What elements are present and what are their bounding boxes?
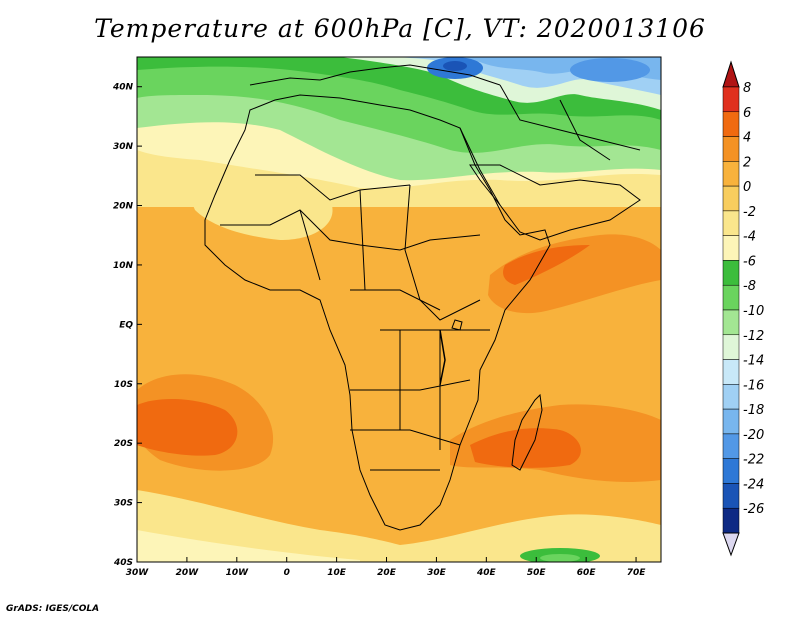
colorbar-level-label: 6 [743, 106, 751, 121]
lon-tick-label: 30W [126, 568, 150, 578]
lon-tick-label: 30E [427, 568, 447, 578]
colorbar-swatch [722, 111, 740, 137]
lon-tick-label: 10W [226, 568, 250, 578]
colorbar-swatch [722, 483, 740, 509]
colorbar-level-label: -20 [743, 428, 764, 443]
colorbar-level-label: -24 [743, 477, 764, 492]
map-title: Temperature at 600hPa [C], VT: 202001310… [94, 14, 706, 43]
colorbar-top-triangle [722, 60, 740, 88]
colorbar-level-label: 0 [743, 180, 751, 195]
lat-tick-label: 30S [114, 499, 133, 509]
colorbar-swatch [722, 458, 740, 484]
colorbar-swatch [722, 433, 740, 459]
colorbar-swatch [722, 210, 740, 236]
colorbar-swatch [722, 284, 740, 311]
colorbar-swatch [722, 185, 740, 212]
colorbar-level-label: 8 [743, 81, 751, 96]
colorbar-level-label: -26 [743, 502, 764, 517]
lon-tick-label: 20W [176, 568, 200, 578]
lat-tick-label: 10N [113, 261, 134, 271]
colorbar-level-label: -10 [743, 304, 764, 319]
lon-tick-label: 20E [377, 568, 397, 578]
lon-tick-label: 40E [476, 568, 497, 578]
colorbar-level-label: -16 [743, 378, 764, 393]
colorbar-bottom-triangle [722, 532, 740, 557]
coastlines [204, 64, 641, 531]
colorbar-swatch [722, 161, 740, 187]
colorbar-swatch [722, 309, 740, 336]
colorbar-level-label: -14 [743, 354, 764, 369]
colorbar-level-label: -12 [743, 329, 764, 344]
temperature-field [137, 57, 661, 562]
lon-tick-label: 60E [577, 568, 597, 578]
colorbar-level-label: -18 [743, 403, 764, 418]
lat-tick-label: 40N [112, 83, 134, 93]
colorbar-swatch [722, 235, 740, 261]
colorbar-level-label: -6 [743, 254, 756, 269]
lat-tick-label: 40S [113, 558, 133, 568]
colorbar: 8 6 4 2 0 -2 -4 -6 -8 -10 -12 -14 -16 -18 -20 -22 -24 -26 [722, 60, 764, 557]
map-frame [136, 56, 662, 563]
longitude-tick-labels: 30W 20W 10W 0 10E 20E 30E 40E 50E 60E 70E [126, 557, 646, 578]
lat-tick-label: 30N [113, 142, 134, 152]
colorbar-level-label: 2 [743, 155, 751, 170]
colorbar-level-label: 4 [743, 131, 751, 146]
colorbar-swatch [722, 359, 740, 385]
colorbar-level-label: -4 [743, 230, 756, 245]
colorbar-level-label: -22 [743, 453, 764, 468]
lon-tick-label: 10E [327, 568, 347, 578]
lat-tick-label: 20N [113, 202, 134, 212]
colorbar-swatch [722, 507, 740, 534]
colorbar-level-label: -2 [743, 205, 756, 220]
lat-tick-label: 20S [114, 439, 133, 449]
grads-credit: GrADS: IGES/COLA [6, 604, 100, 614]
lon-tick-label: 50E [527, 568, 547, 578]
colorbar-swatch [722, 384, 740, 410]
colorbar-swatch [722, 136, 740, 162]
lat-tick-label: 10S [114, 380, 133, 390]
latitude-tick-labels: 40N 30N 20N 10N EQ 10S 20S 30S 40S [112, 83, 142, 568]
lat-tick-label: EQ [119, 320, 133, 330]
colorbar-swatch [722, 260, 740, 286]
colorbar-level-label: -8 [743, 279, 756, 294]
lon-tick-label: 0 [284, 568, 290, 578]
colorbar-swatch [722, 408, 740, 435]
colorbar-swatch [722, 86, 740, 113]
colorbar-swatch [722, 334, 740, 360]
lon-tick-label: 70E [627, 568, 647, 578]
